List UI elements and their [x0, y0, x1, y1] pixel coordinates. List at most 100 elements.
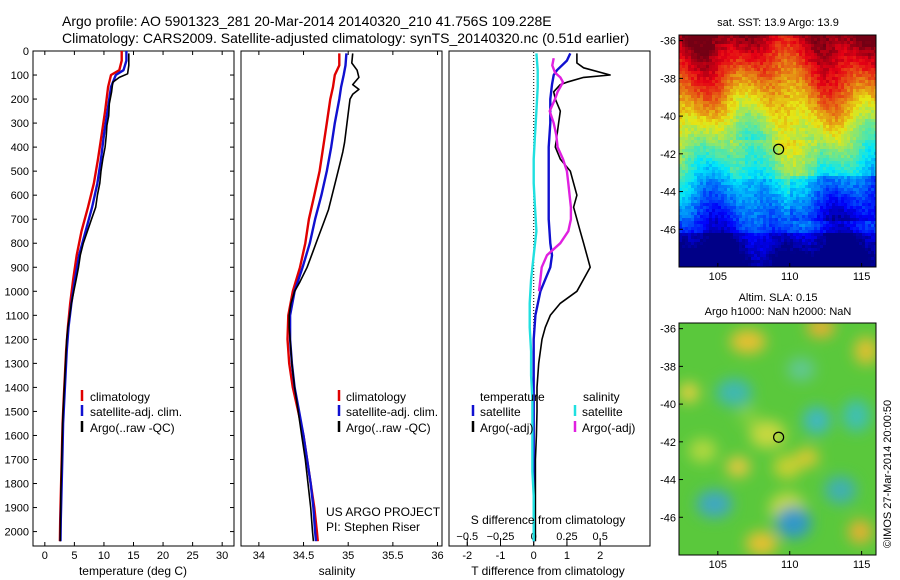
sst-cell: [721, 59, 725, 63]
sst-cell: [781, 146, 785, 150]
sst-cell: [805, 206, 809, 210]
sst-cell: [769, 164, 773, 168]
sst-cell: [748, 182, 752, 186]
sst-cell: [820, 173, 824, 177]
sst-cell: [784, 122, 788, 126]
sst-cell: [733, 89, 737, 93]
sst-cell: [838, 164, 842, 168]
sst-cell: [808, 164, 812, 168]
sst-cell: [742, 230, 746, 234]
sst-cell: [874, 218, 876, 222]
sst-cell: [757, 104, 761, 108]
sst-cell: [718, 83, 722, 87]
sst-cell: [823, 152, 827, 156]
sst-cell: [769, 41, 773, 45]
sst-cell: [679, 215, 683, 219]
sst-cell: [715, 83, 719, 87]
sst-cell: [754, 146, 758, 150]
sst-cell: [718, 89, 722, 93]
sst-cell: [850, 215, 854, 219]
sst-cell: [868, 116, 872, 120]
sst-cell: [730, 206, 734, 210]
sst-cell: [733, 239, 737, 243]
sst-cell: [829, 56, 833, 60]
sst-cell: [721, 197, 725, 201]
sst-cell: [769, 191, 773, 195]
sst-cell: [832, 245, 836, 249]
sst-cell: [706, 194, 710, 198]
sst-cell: [814, 71, 818, 75]
sst-cell: [862, 77, 866, 81]
sst-cell: [766, 101, 770, 105]
sst-cell: [790, 77, 794, 81]
sst-cell: [703, 62, 707, 66]
sst-cell: [757, 146, 761, 150]
sst-cell: [829, 173, 833, 177]
sst-cell: [838, 224, 842, 228]
sst-cell: [715, 47, 719, 51]
sst-cell: [835, 221, 839, 225]
sst-cell: [703, 242, 707, 246]
sst-cell: [781, 125, 785, 129]
sst-cell: [751, 50, 755, 54]
sst-cell: [742, 89, 746, 93]
sst-cell: [760, 176, 764, 180]
sst-cell: [847, 188, 851, 192]
x-tick-label: 25: [186, 550, 198, 562]
sst-cell: [679, 200, 683, 204]
sst-cell: [748, 242, 752, 246]
sst-cell: [799, 116, 803, 120]
sst-cell: [847, 239, 851, 243]
sst-cell: [679, 137, 683, 141]
sst-cell: [820, 170, 824, 174]
sst-cell: [823, 113, 827, 117]
sst-cell: [706, 209, 710, 213]
sst-cell: [730, 218, 734, 222]
sst-cell: [841, 200, 845, 204]
sst-cell: [778, 98, 782, 102]
sst-cell: [703, 143, 707, 147]
sst-cell: [874, 239, 876, 243]
sst-cell: [754, 128, 758, 132]
sst-cell: [796, 65, 800, 69]
sst-cell: [811, 41, 815, 45]
sst-cell: [757, 38, 761, 42]
sst-cell: [760, 71, 764, 75]
sst-cell: [844, 89, 848, 93]
sst-cell: [775, 212, 779, 216]
sst-cell: [826, 125, 830, 129]
sst-cell: [838, 98, 842, 102]
sst-cell: [697, 47, 701, 51]
sst-cell: [850, 182, 854, 186]
sst-cell: [682, 185, 686, 189]
sst-cell: [757, 92, 761, 96]
sst-cell: [760, 212, 764, 216]
sst-cell: [700, 215, 704, 219]
sst-cell: [868, 47, 872, 51]
sst-cell: [862, 224, 866, 228]
sst-cell: [757, 143, 761, 147]
sst-cell: [814, 110, 818, 114]
sst-cell: [763, 185, 767, 189]
x-tick-label: 0: [531, 550, 537, 562]
sst-cell: [811, 44, 815, 48]
sst-cell: [790, 140, 794, 144]
sst-cell: [679, 221, 683, 225]
sst-cell: [685, 233, 689, 237]
sst-cell: [748, 137, 752, 141]
sst-cell: [679, 113, 683, 117]
sst-cell: [832, 149, 836, 153]
sst-cell: [691, 143, 695, 147]
sst-cell: [817, 227, 821, 231]
sst-cell: [871, 224, 875, 228]
sst-cell: [757, 191, 761, 195]
sst-cell: [712, 137, 716, 141]
sst-cell: [856, 98, 860, 102]
sst-cell: [868, 137, 872, 141]
sst-cell: [850, 194, 854, 198]
sst-cell: [853, 74, 857, 78]
sst-cell: [835, 188, 839, 192]
sst-cell: [859, 242, 863, 246]
sst-cell: [685, 197, 689, 201]
sst-cell: [697, 113, 701, 117]
